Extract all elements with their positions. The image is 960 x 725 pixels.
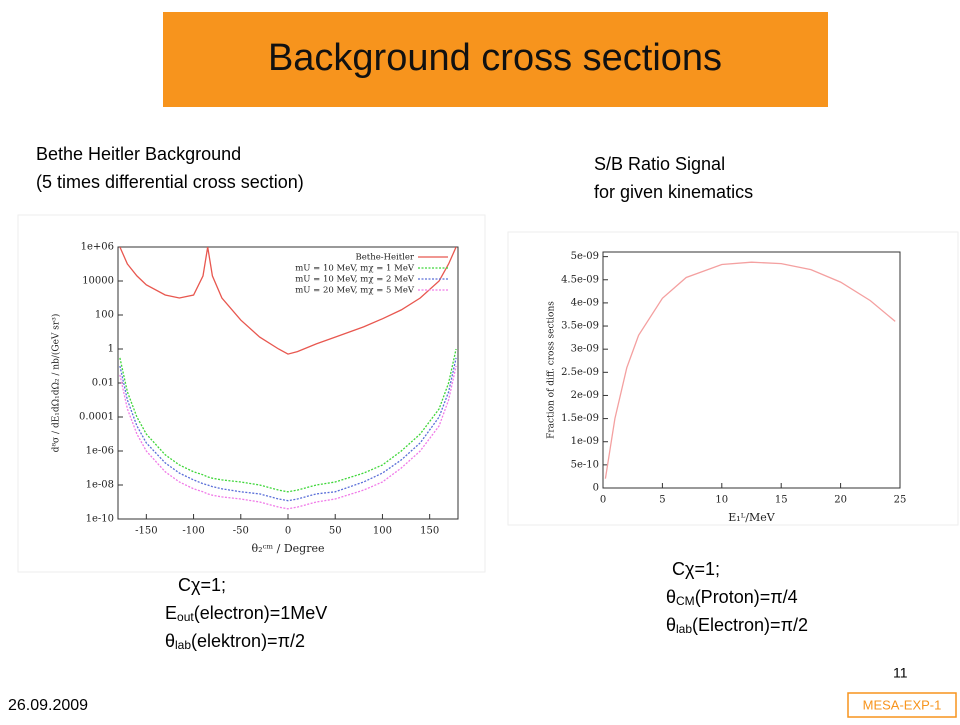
x-tick-label: 15 [775,495,788,506]
x-tick-label: 20 [834,495,847,506]
x-tick-label: 25 [894,495,907,506]
legend-label: mU = 10 MeV, mχ = 2 MeV [295,275,415,285]
chart-frame [507,231,959,526]
note-part: (Electron)=π/2 [692,615,808,635]
caption: (5 times differential cross section) [36,172,304,192]
series-line [119,357,457,502]
chart-frame [17,214,486,573]
note-sub: out [177,610,194,624]
note-part: (electron)=1MeV [194,603,328,623]
y-tick-label: 2.5e-09 [561,367,599,378]
y-tick-label: 4.5e-09 [561,274,599,285]
tag: MESA-EXP-1 [863,697,942,712]
y-tick-label: 1e+06 [81,242,114,253]
note-part: (Proton)=π/4 [695,587,798,607]
x-tick-label: -50 [233,526,249,537]
caption: Bethe Heitler Background [36,144,241,164]
note-part: (elektron)=π/2 [191,631,305,651]
y-tick-label: 3.5e-09 [561,321,599,332]
y-tick-label: 10000 [82,276,114,287]
y-axis-label: d⁸σ / dE₁dΩ₁dΩ₂ / nb/(GeV sr³) [51,314,62,453]
note: θCM(Proton)=π/4 [666,587,798,608]
y-axis-label: Fraction of diff. cross sections [547,301,557,439]
legend-label: Bethe-Heitler [356,253,415,263]
charts: 1e-101e-081e-060.00010.011100100001e+06-… [51,242,907,556]
y-tick-label: 1e-10 [86,514,114,525]
y-tick-label: 0.0001 [79,412,114,423]
note-part: θ [666,615,676,635]
x-tick-label: 150 [420,526,439,537]
x-tick-label: 50 [329,526,342,537]
slide-title: Background cross sections [268,37,722,79]
y-tick-label: 5e-10 [571,459,599,470]
x-tick-label: 100 [373,526,392,537]
note: θlab(Electron)=π/2 [666,615,808,636]
x-axis-label: E₁ᴸ/MeV [728,511,776,524]
note-part: θ [666,587,676,607]
note-sub: lab [175,638,191,652]
note-sub: lab [676,622,692,636]
y-tick-label: 1e-09 [571,436,599,447]
note-part: E [165,603,177,623]
plot-frame [602,251,901,489]
y-tick-label: 5e-09 [571,251,599,262]
y-tick-label: 1e-06 [86,446,114,457]
x-tick-label: 0 [285,526,291,537]
x-tick-label: -150 [135,526,157,537]
caption: S/B Ratio Signal [594,154,725,174]
y-tick-label: 1.5e-09 [561,413,599,424]
y-tick-label: 2e-09 [571,390,599,401]
tag-box [847,692,957,718]
y-tick-label: 100 [95,310,114,321]
date: 26.09.2009 [8,697,88,714]
page-number: 11 [893,665,908,681]
y-tick-label: 1e-08 [86,480,114,491]
caption: for given kinematics [594,182,753,202]
y-tick-label: 1 [108,344,114,355]
title-box [163,12,828,107]
x-tick-label: 10 [715,495,728,506]
note-part: θ [165,631,175,651]
y-tick-label: 0.01 [92,378,114,389]
note-sub: CM [676,594,695,608]
x-tick-label: 5 [659,495,665,506]
legend-label: mU = 20 MeV, mχ = 5 MeV [295,286,415,296]
series-line [119,348,457,493]
note: Cχ=1; [178,575,226,595]
series-line [119,247,457,355]
legend-label: mU = 10 MeV, mχ = 1 MeV [295,264,415,274]
x-axis-label: θ₂ᶜᵐ / Degree [252,542,325,555]
x-tick-label: 0 [600,495,606,506]
note: Eout(electron)=1MeV [165,603,327,624]
x-tick-label: -100 [182,526,204,537]
y-tick-label: 4e-09 [571,297,599,308]
series-line [119,365,457,510]
note: θlab(elektron)=π/2 [165,631,305,652]
note: Cχ=1; [672,559,720,579]
y-tick-label: 0 [593,483,599,494]
series-line [604,261,896,479]
y-tick-label: 3e-09 [571,344,599,355]
